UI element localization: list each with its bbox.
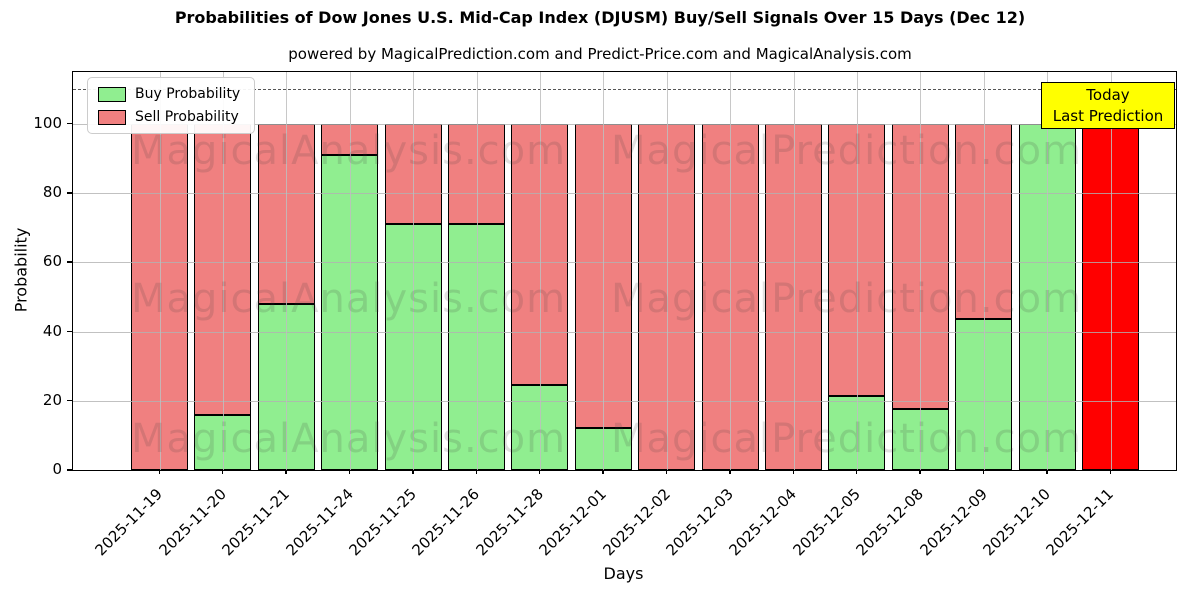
x-tick — [982, 469, 985, 474]
legend: Buy Probability Sell Probability — [87, 77, 256, 134]
x-tick-label-text: 2025-11-26 — [408, 485, 484, 560]
legend-label-sell: Sell Probability — [135, 109, 239, 125]
annotation-line-2: Last Prediction — [1052, 106, 1164, 125]
x-tick — [602, 469, 604, 474]
y-tick-label: 60 — [42, 252, 62, 271]
x-tick-label-text: 2025-12-02 — [599, 485, 674, 560]
plot-area: Buy Probability Sell Probability Today L… — [72, 71, 1177, 471]
v-gridline — [856, 72, 858, 470]
v-gridline — [603, 72, 605, 470]
watermark-text: MagicalAnalysis.com — [131, 416, 567, 462]
x-tick — [855, 469, 858, 474]
v-gridline — [159, 72, 161, 470]
y-tick — [67, 469, 72, 471]
v-gridline — [413, 72, 415, 470]
legend-item-sell: Sell Probability — [98, 109, 240, 125]
v-gridline — [983, 72, 985, 470]
v-gridline — [793, 72, 795, 470]
y-tick-label: 20 — [42, 390, 62, 409]
v-gridline — [730, 72, 732, 470]
y-tick-label: 0 — [52, 460, 62, 478]
chart-subtitle: powered by MagicalPrediction.com and Pre… — [288, 45, 912, 63]
x-tick — [665, 469, 668, 474]
x-tick-label-text: 2025-12-01 — [535, 485, 611, 560]
y-tick-label: 80 — [42, 183, 62, 202]
annotation-line-1: Today — [1086, 85, 1130, 104]
y-tick-label: 40 — [42, 321, 62, 340]
buy-swatch-icon — [98, 86, 126, 102]
h-gridline — [73, 331, 1176, 333]
x-tick-label-text: 2025-11-28 — [472, 485, 547, 560]
h-gridline — [73, 262, 1176, 264]
chart-title: Probabilities of Dow Jones U.S. Mid-Cap … — [174, 8, 1026, 27]
x-tick-label-text: 2025-12-10 — [979, 485, 1054, 560]
v-gridline — [349, 72, 351, 470]
x-tick — [475, 469, 477, 474]
x-tick-label-text: 2025-11-19 — [91, 485, 167, 560]
x-tick-label-text: 2025-12-03 — [662, 485, 737, 560]
x-tick — [412, 469, 414, 474]
h-gridline — [73, 400, 1176, 402]
v-gridline — [1047, 72, 1049, 470]
v-gridline — [476, 72, 478, 470]
watermark-text: MagicalPrediction.com — [611, 128, 1082, 174]
y-tick — [67, 399, 72, 402]
v-gridline — [539, 72, 541, 470]
threshold-line — [73, 89, 1176, 91]
x-tick — [348, 469, 351, 474]
legend-label-buy: Buy Probability — [135, 86, 241, 102]
x-tick-label-text: 2025-12-04 — [725, 485, 801, 560]
x-tick — [285, 469, 287, 474]
x-tick — [158, 469, 160, 474]
x-tick-label-text: 2025-11-20 — [155, 485, 230, 560]
v-gridline — [920, 72, 922, 470]
x-tick — [792, 469, 794, 474]
watermark-text: MagicalPrediction.com — [611, 416, 1082, 462]
v-gridline — [1110, 72, 1112, 470]
watermark-text: MagicalAnalysis.com — [131, 128, 567, 174]
watermark-text: MagicalAnalysis.com — [131, 276, 567, 322]
x-tick-label-text: 2025-11-24 — [282, 485, 357, 560]
y-tick — [67, 192, 72, 194]
v-gridline — [222, 72, 224, 470]
h-gridline — [73, 123, 1176, 125]
x-tick — [919, 469, 921, 474]
y-tick — [67, 122, 72, 125]
x-tick-label-text: 2025-12-09 — [916, 485, 991, 560]
legend-item-buy: Buy Probability — [98, 86, 240, 102]
x-axis-label: Days — [603, 564, 644, 583]
x-tick-label-text: 2025-12-08 — [852, 485, 928, 560]
x-tick-label-text: 2025-12-11 — [1042, 485, 1118, 560]
x-tick — [729, 469, 731, 474]
x-tick — [221, 469, 224, 474]
watermark-text: MagicalPrediction.com — [611, 276, 1082, 322]
x-tick-label-text: 2025-12-05 — [789, 485, 864, 560]
h-gridline — [73, 193, 1176, 195]
today-annotation: Today Last Prediction — [1041, 82, 1175, 129]
y-tick — [67, 261, 72, 263]
v-gridline — [666, 72, 668, 470]
x-tick — [1046, 469, 1048, 474]
x-tick — [538, 469, 541, 474]
y-tick-label: 100 — [33, 113, 62, 132]
x-tick-label-text: 2025-11-25 — [345, 485, 420, 560]
y-tick — [67, 330, 72, 333]
v-gridline — [286, 72, 288, 470]
sell-swatch-icon — [98, 109, 126, 125]
x-tick — [1109, 469, 1111, 474]
x-tick-label-text: 2025-11-21 — [218, 485, 294, 560]
